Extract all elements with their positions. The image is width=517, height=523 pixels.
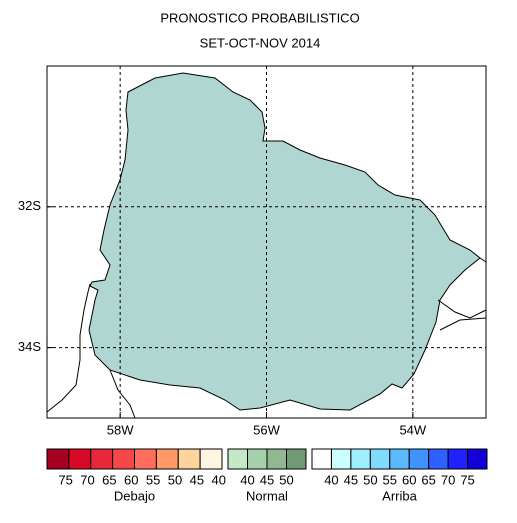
legend-swatch xyxy=(155,448,179,470)
legend-swatch xyxy=(177,448,201,470)
legend-tick-label: 40 xyxy=(240,472,254,487)
legend-tick-label: 45 xyxy=(344,472,358,487)
legend-tick-label: 60 xyxy=(402,472,416,487)
legend-tick-label: 55 xyxy=(146,472,160,487)
legend-swatch xyxy=(467,448,488,470)
legend-tick-label: 75 xyxy=(58,472,72,487)
legend-tick-label: 65 xyxy=(421,472,435,487)
legend-tick-label: 45 xyxy=(190,472,204,487)
legend-swatch xyxy=(428,448,449,470)
country-shape xyxy=(88,72,481,411)
title-line: PRONOSTICO PROBABILISTICO xyxy=(160,10,359,25)
legend-swatch xyxy=(112,448,135,470)
legend-swatch xyxy=(369,448,391,470)
legend-swatch xyxy=(227,448,248,470)
legend-tick-label: 75 xyxy=(460,472,474,487)
legend-swatch xyxy=(389,448,410,470)
legend-swatch xyxy=(247,448,268,470)
legend-group-label: Debajo xyxy=(114,488,155,503)
legend-swatch xyxy=(350,448,371,470)
legend-tick-label: 65 xyxy=(102,472,116,487)
legend-tick-label: 40 xyxy=(324,472,338,487)
legend-tick-label: 45 xyxy=(260,472,274,487)
legend-swatch xyxy=(90,448,114,470)
legend-swatch xyxy=(408,448,430,470)
legend-tick-label: 55 xyxy=(383,472,397,487)
legend-swatch xyxy=(199,448,223,470)
title-line: SET-OCT-NOV 2014 xyxy=(200,35,321,50)
legend-tick-label: 50 xyxy=(279,472,293,487)
legend-tick-label: 50 xyxy=(363,472,377,487)
x-tick-label: 54W xyxy=(399,422,426,437)
legend-swatch xyxy=(134,448,157,470)
legend-tick-label: 60 xyxy=(124,472,138,487)
x-tick-label: 58W xyxy=(107,422,134,437)
legend-swatch xyxy=(311,448,332,470)
legend-swatch xyxy=(68,448,92,470)
legend-group-label: Normal xyxy=(246,488,288,503)
legend-group-label: Arriba xyxy=(382,488,417,503)
legend-swatch xyxy=(330,448,352,470)
legend-tick-label: 70 xyxy=(441,472,455,487)
legend-swatch xyxy=(266,448,287,470)
legend-swatch xyxy=(447,448,469,470)
y-tick-label: 32S xyxy=(18,198,41,213)
legend-tick-label: 50 xyxy=(168,472,182,487)
legend-tick-label: 70 xyxy=(80,472,94,487)
map-area xyxy=(46,66,487,419)
y-tick-label: 34S xyxy=(18,339,41,354)
x-tick-label: 56W xyxy=(253,422,280,437)
legend-swatch xyxy=(286,448,307,470)
legend-swatch xyxy=(46,448,70,470)
legend-tick-label: 40 xyxy=(211,472,225,487)
